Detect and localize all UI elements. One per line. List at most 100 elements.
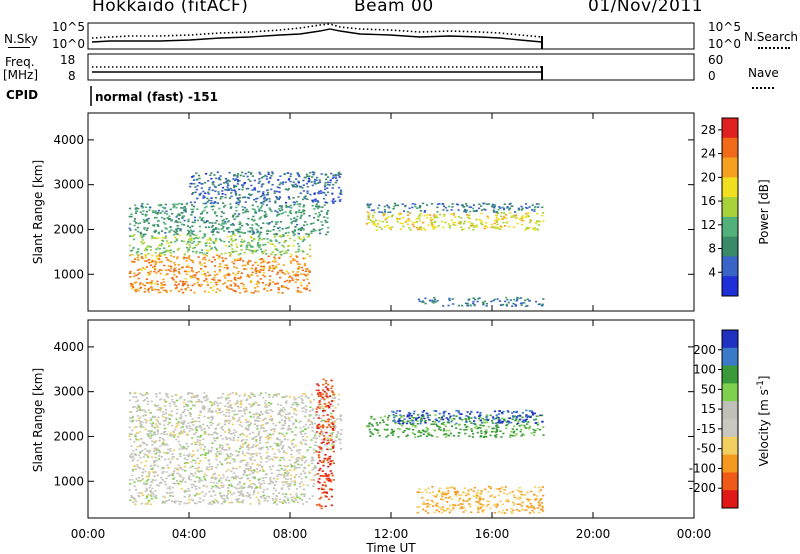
- data-cell: [306, 198, 309, 200]
- data-cell: [459, 222, 462, 225]
- data-cell: [206, 399, 209, 401]
- data-cell: [231, 189, 234, 192]
- data-cell: [310, 232, 313, 234]
- data-cell: [262, 191, 265, 193]
- data-cell: [518, 414, 521, 417]
- data-cell: [426, 412, 429, 415]
- data-cell: [466, 425, 469, 428]
- data-cell: [163, 218, 166, 220]
- data-cell: [198, 251, 201, 254]
- data-cell: [248, 484, 251, 487]
- data-cell: [499, 487, 502, 490]
- data-cell: [240, 231, 243, 234]
- data-cell: [135, 478, 138, 480]
- data-cell: [223, 182, 226, 184]
- data-cell: [303, 415, 306, 418]
- data-cell: [251, 246, 254, 248]
- data-cell: [313, 208, 316, 210]
- data-cell: [503, 300, 507, 303]
- data-cell: [307, 464, 310, 467]
- data-cell: [326, 396, 329, 398]
- data-cell: [416, 506, 419, 508]
- data-cell: [297, 459, 300, 462]
- data-cell: [247, 443, 250, 446]
- data-cell: [307, 233, 310, 236]
- data-cell: [184, 409, 187, 411]
- data-cell: [136, 226, 140, 229]
- data-cell: [173, 230, 176, 233]
- data-cell: [210, 177, 213, 180]
- data-cell: [252, 469, 256, 471]
- data-cell: [263, 499, 266, 502]
- data-cell: [310, 230, 313, 233]
- data-cell: [293, 233, 297, 236]
- data-cell: [436, 206, 439, 209]
- data-cell: [420, 419, 423, 422]
- data-cell: [200, 427, 203, 429]
- data-cell: [499, 228, 502, 231]
- data-cell: [373, 428, 376, 431]
- data-cell: [268, 455, 271, 458]
- data-cell: [536, 228, 540, 231]
- data-cell: [243, 469, 246, 472]
- data-cell: [332, 183, 335, 186]
- data-cell: [286, 429, 290, 431]
- data-cell: [240, 477, 243, 479]
- data-cell: [129, 483, 132, 485]
- data-cell: [150, 481, 153, 483]
- data-cell: [247, 447, 250, 449]
- data-cell: [295, 255, 298, 257]
- data-cell: [275, 394, 278, 397]
- data-cell: [248, 249, 251, 251]
- data-cell: [297, 248, 300, 251]
- data-cell: [246, 196, 249, 199]
- data-cell: [129, 438, 132, 441]
- data-cell: [331, 474, 334, 477]
- data-cell: [183, 465, 186, 468]
- data-cell: [333, 427, 336, 430]
- data-cell: [308, 413, 311, 416]
- data-cell: [203, 206, 207, 209]
- data-cell: [221, 425, 224, 428]
- data-cell: [317, 403, 320, 405]
- data-cell: [204, 258, 207, 261]
- data-cell: [426, 414, 429, 417]
- data-cell: [256, 417, 259, 419]
- data-cell: [191, 204, 194, 206]
- data-cell: [295, 413, 298, 416]
- data-cell: [260, 262, 263, 264]
- data-cell: [198, 442, 201, 444]
- data-cell: [533, 227, 536, 229]
- data-cell: [375, 422, 378, 424]
- data-cell: [193, 234, 196, 236]
- data-cell: [252, 250, 255, 253]
- data-cell: [476, 508, 480, 511]
- data-cell: [154, 440, 158, 442]
- data-cell: [283, 438, 286, 440]
- data-cell: [156, 213, 159, 215]
- data-cell: [254, 420, 257, 422]
- data-cell: [322, 407, 325, 410]
- data-cell: [212, 181, 215, 183]
- data-cell: [179, 453, 182, 455]
- data-cell: [280, 473, 283, 476]
- data-cell: [444, 425, 447, 427]
- data-cell: [207, 410, 210, 413]
- data-cell: [227, 274, 230, 277]
- data-cell: [158, 204, 162, 207]
- data-cell: [278, 464, 281, 467]
- data-cell: [318, 179, 321, 181]
- data-cell: [326, 457, 329, 460]
- data-cell: [286, 470, 289, 472]
- data-cell: [249, 457, 252, 460]
- data-cell: [222, 218, 225, 221]
- data-cell: [450, 213, 453, 215]
- data-cell: [477, 426, 480, 429]
- data-cell: [198, 444, 201, 447]
- data-cell: [431, 203, 434, 205]
- data-cell: [141, 236, 144, 239]
- data-cell: [192, 274, 195, 277]
- data-cell: [191, 395, 194, 398]
- data-cell: [189, 277, 192, 279]
- data-cell: [423, 417, 426, 420]
